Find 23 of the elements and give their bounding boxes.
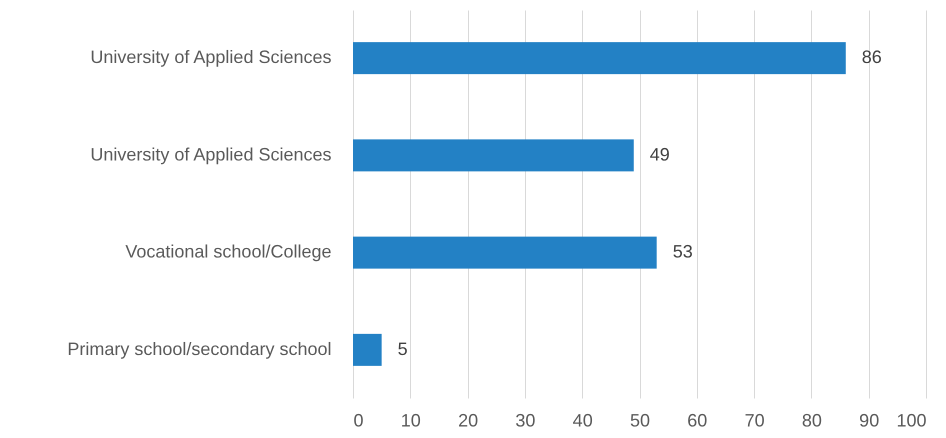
data-label: 53 xyxy=(672,242,693,262)
x-tick-label: 80 xyxy=(802,410,822,430)
y-tick-label: Vocational school/College xyxy=(125,242,332,262)
x-tick-label: 100 xyxy=(896,410,926,430)
x-tick-label: 10 xyxy=(400,410,421,430)
x-tick-label: 90 xyxy=(859,410,880,430)
x-tick-label: 30 xyxy=(515,410,536,430)
bar xyxy=(353,334,382,366)
data-label: 86 xyxy=(862,47,882,68)
data-label: 49 xyxy=(650,144,670,164)
x-tick-label: 40 xyxy=(572,410,593,430)
y-tick-label: University of Applied Sciences xyxy=(90,144,332,164)
x-tick-label: 60 xyxy=(687,410,708,430)
x-tick-label: 0 xyxy=(354,410,364,430)
bar xyxy=(353,42,846,74)
y-tick-label: Primary school/secondary school xyxy=(67,338,332,359)
y-tick-label: University of Applied Sciences xyxy=(90,47,332,68)
bar xyxy=(353,139,634,172)
data-label: 5 xyxy=(398,338,408,359)
bar xyxy=(353,236,657,269)
x-tick-label: 70 xyxy=(744,410,765,430)
x-tick-label: 20 xyxy=(458,410,478,430)
x-tick-label: 50 xyxy=(630,410,650,430)
